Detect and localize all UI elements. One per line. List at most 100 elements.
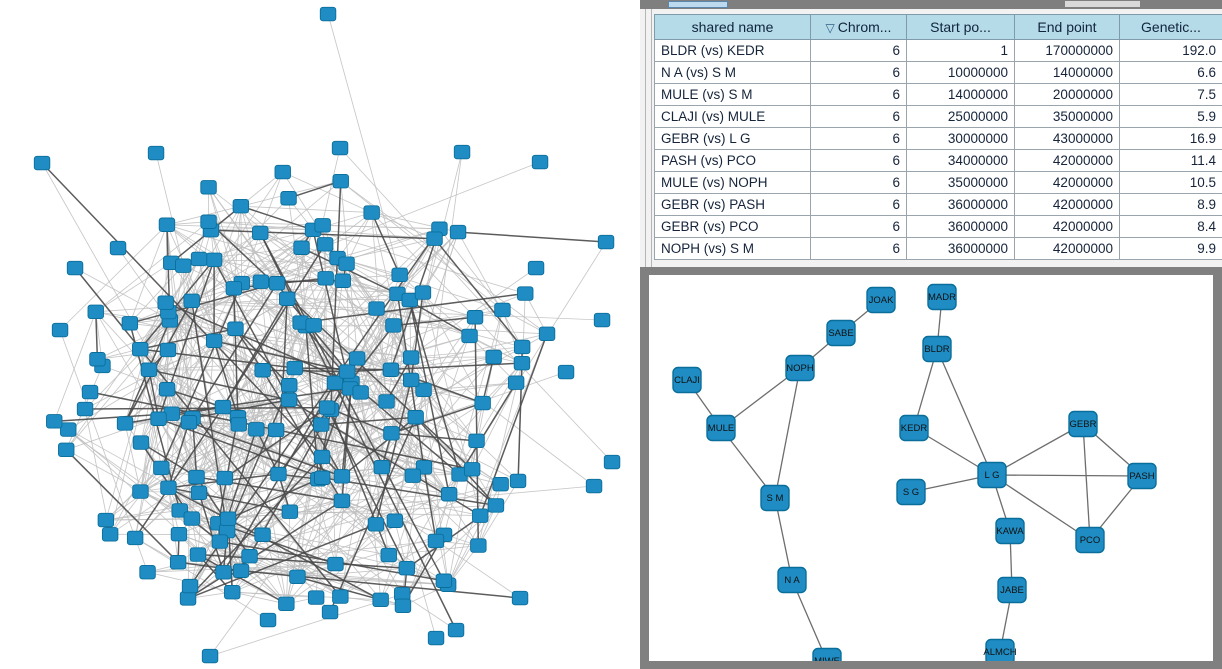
overview-node[interactable] [158,217,176,232]
overview-node[interactable] [225,281,243,296]
node-shape[interactable] [1068,410,1098,438]
overview-edge[interactable] [59,329,136,539]
overview-edge[interactable] [124,423,141,492]
overview-node[interactable] [121,316,139,331]
detail-node-noph[interactable]: NOPH [785,354,815,382]
overview-node[interactable] [46,414,63,429]
overview-edge[interactable] [187,500,343,600]
cell-end_point[interactable]: 35000000 [1014,105,1120,128]
overview-edge[interactable] [168,487,179,563]
overview-node[interactable] [468,433,485,449]
cell-genetic[interactable]: 11.4 [1119,149,1222,172]
overview-node[interactable] [319,6,337,22]
overview-node[interactable] [316,237,334,252]
overview-node[interactable] [538,326,556,342]
cell-chromosome[interactable]: 6 [810,127,907,150]
overview-node[interactable] [219,511,237,526]
overview-edge[interactable] [234,328,290,386]
detail-node-sabe[interactable]: SABE [826,319,856,347]
overview-node[interactable] [252,225,269,241]
overview-node[interactable] [259,612,277,628]
overview-node[interactable] [159,342,177,358]
detail-node-claji[interactable]: CLAJI [672,366,702,394]
overview-edge[interactable] [134,537,269,621]
overview-node[interactable] [494,302,511,318]
overview-node[interactable] [280,392,298,408]
overview-edge[interactable] [312,229,351,389]
overview-node[interactable] [89,352,106,367]
overview-edge[interactable] [381,466,497,506]
overview-node[interactable] [188,469,205,485]
overview-node[interactable] [318,400,336,415]
cell-start_point[interactable]: 1 [906,39,1015,62]
overview-edge[interactable] [282,171,372,213]
overview-edge[interactable] [105,518,192,521]
overview-node[interactable] [66,260,84,276]
overview-node[interactable] [190,251,208,267]
overview-edge[interactable] [105,369,150,521]
overview-edge[interactable] [330,181,342,410]
cell-chromosome[interactable]: 6 [810,149,907,172]
cell-chromosome[interactable]: 6 [810,237,907,260]
overview-node[interactable] [447,622,465,638]
overview-edge[interactable] [224,406,328,479]
detail-node-kawa[interactable]: KAWA [995,517,1025,545]
overview-edge[interactable] [423,389,497,506]
overview-edge[interactable] [158,340,215,420]
overview-edge[interactable] [356,358,437,639]
overview-node[interactable] [179,591,197,606]
overview-network-panel[interactable] [0,0,640,669]
overview-edge[interactable] [423,467,437,542]
detail-edge[interactable] [991,474,1143,477]
overview-node[interactable] [254,363,271,378]
overview-edge[interactable] [286,298,348,372]
detail-node-jabe[interactable]: JABE [997,576,1027,604]
overview-node[interactable] [293,240,310,255]
node-shape[interactable] [927,283,957,311]
overview-edge[interactable] [385,357,412,402]
overview-node[interactable] [367,517,385,532]
overview-edge[interactable] [423,389,449,585]
overview-node[interactable] [313,417,330,432]
overview-node[interactable] [426,231,443,246]
overview-node[interactable] [593,312,611,328]
overview-edge[interactable] [208,221,473,470]
cell-genetic[interactable]: 16.9 [1119,127,1222,150]
overview-node[interactable] [603,454,621,470]
overview-edge[interactable] [341,433,392,502]
overview-node[interactable] [183,511,200,526]
overview-node[interactable] [509,473,527,489]
cell-chromosome[interactable]: 6 [810,105,907,128]
overview-edge[interactable] [196,424,240,478]
overview-edge[interactable] [294,367,425,468]
overview-node[interactable] [205,333,223,349]
overview-node[interactable] [227,321,244,336]
table-row[interactable]: GEBR (vs) L G 6 30000000 43000000 16.9 [654,127,1222,150]
overview-edge[interactable] [376,308,387,402]
overview-node[interactable] [380,547,397,563]
overview-edge[interactable] [339,147,523,348]
detail-node-joak[interactable]: JOAK [866,286,896,314]
overview-node[interactable] [101,527,119,542]
overview-node[interactable] [214,399,232,415]
overview-edge[interactable] [321,333,548,458]
node-shape[interactable] [826,319,856,347]
overview-edge[interactable] [231,476,343,593]
overview-node[interactable] [383,426,400,441]
overview-node[interactable] [331,140,349,156]
detail-network-canvas[interactable]: JOAK MADR SABE BLDR NOPH CLAJI KEDR GEBR MULE L G… [649,275,1213,661]
overview-edge[interactable] [155,152,184,266]
overview-node[interactable] [333,469,351,484]
overview-edge[interactable] [474,317,613,463]
cell-genetic[interactable]: 8.4 [1119,215,1222,238]
table-row[interactable]: BLDR (vs) KEDR 6 1 170000000 192.0 [654,39,1222,62]
overview-edge[interactable] [390,325,394,370]
overview-edge[interactable] [341,475,450,495]
overview-edge[interactable] [341,416,417,477]
node-shape[interactable] [1127,462,1157,490]
overview-edge[interactable] [109,467,162,535]
overview-node[interactable] [189,547,207,562]
overview-edge[interactable] [321,371,567,458]
overview-edge[interactable] [471,356,495,470]
overview-node[interactable] [333,493,351,509]
